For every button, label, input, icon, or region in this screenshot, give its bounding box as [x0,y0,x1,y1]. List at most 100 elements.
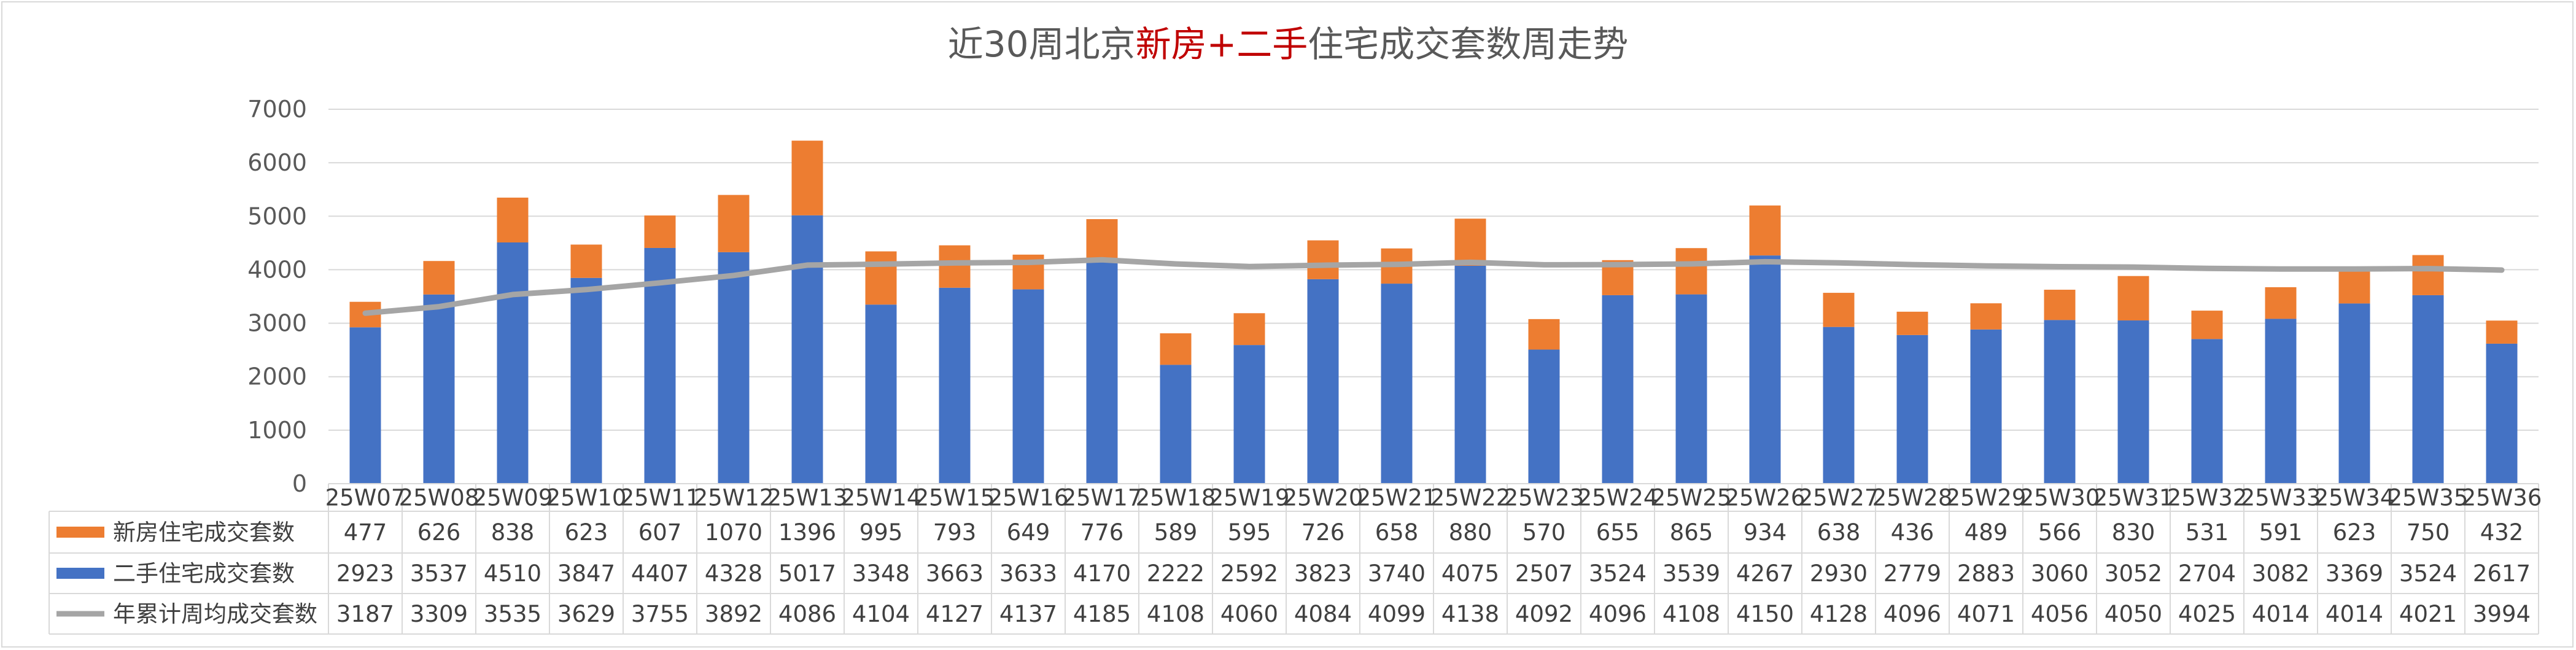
data-cell: 4071 [1957,601,2015,627]
bar-new-house [718,195,750,252]
bar-second-hand [1454,265,1486,484]
bar-second-hand [718,252,750,484]
chart-title: 近30周北京新房+二手住宅成交套数周走势 [948,23,1628,65]
bar-second-hand [2265,319,2297,484]
data-cell: 4185 [1073,601,1131,627]
bar-second-hand [1823,327,1855,484]
data-cell: 4014 [2326,601,2383,627]
data-cell: 3052 [2105,560,2162,587]
bar-new-house [570,244,602,278]
category-label: 25W28 [1872,485,1953,511]
bar-new-house [1528,319,1560,350]
data-cell: 4092 [1515,601,1573,627]
category-label: 25W29 [1946,485,2027,511]
category-label: 25W27 [1799,485,1879,511]
bar-new-house [2044,290,2076,320]
category-label: 25W21 [1357,485,1437,511]
data-cell: 595 [1228,519,1271,546]
data-cell: 3629 [557,601,615,627]
bar-second-hand [497,242,529,484]
data-cell: 623 [2333,519,2376,546]
bar-second-hand [1160,365,1192,484]
data-cell: 4025 [2178,601,2236,627]
category-label: 25W18 [1136,485,1216,511]
data-cell: 750 [2407,519,2450,546]
bar-new-house [2265,287,2297,319]
category-label: 25W26 [1725,485,1806,511]
bar-new-house [1086,219,1118,261]
bar-second-hand [1602,295,1634,484]
title-part-1: 新房+二手 [1136,23,1308,65]
bar-new-house [1749,205,1781,256]
data-cell: 4021 [2399,601,2457,627]
data-cell: 3369 [2326,560,2383,587]
y-tick-label: 2000 [247,363,307,390]
data-cell: 3994 [2473,601,2531,627]
data-cell: 3539 [1662,560,1720,587]
legend-key-second [56,568,104,579]
data-table: 25W0725W0825W0925W1025W1125W1225W1325W14… [48,483,2542,635]
data-cell: 4084 [1294,601,1352,627]
data-cell: 3892 [705,601,762,627]
category-label: 25W07 [325,485,406,511]
category-label: 25W17 [1062,485,1143,511]
category-label: 25W11 [620,485,700,511]
bar-new-house [865,251,897,305]
bar-new-house [1823,293,1855,327]
category-label: 25W16 [988,485,1069,511]
data-cell: 626 [417,519,461,546]
bar-new-house [1233,313,1265,346]
bar-second-hand [1749,255,1781,484]
data-cell: 3348 [852,560,910,587]
category-label: 25W12 [694,485,774,511]
bar-new-house [2486,320,2518,344]
legend-label: 二手住宅成交套数 [113,560,295,587]
data-cell: 995 [859,519,903,546]
data-cell: 3755 [631,601,689,627]
data-cell: 658 [1375,519,1419,546]
bar-new-house [2117,276,2149,321]
bar-second-hand [939,287,971,484]
data-cell: 934 [1744,519,1787,546]
legend-label: 年累计周均成交套数 [113,601,317,627]
bar-new-house [1970,303,2002,330]
bar-second-hand [570,277,602,484]
bar-second-hand [2412,295,2444,484]
data-cell: 4127 [926,601,983,627]
data-cell: 830 [2112,519,2155,546]
data-cell: 489 [1965,519,2008,546]
data-cell: 4096 [1884,601,1941,627]
bar-new-house [644,215,676,248]
category-label: 25W25 [1651,485,1732,511]
bar-second-hand [1012,289,1044,484]
data-cell: 4099 [1368,601,1426,627]
data-cell: 4050 [2105,601,2162,627]
data-cell: 2883 [1957,560,2015,587]
data-cell: 638 [1817,519,1861,546]
data-cell: 4510 [484,560,541,587]
data-cell: 3060 [2031,560,2089,587]
bar-second-hand [2191,339,2223,484]
data-cell: 3535 [484,601,541,627]
data-cell: 726 [1302,519,1345,546]
data-cell: 655 [1596,519,1640,546]
data-cell: 3663 [926,560,983,587]
data-cell: 3309 [410,601,468,627]
data-cell: 1396 [778,519,836,546]
bar-second-hand [2486,343,2518,484]
data-cell: 623 [565,519,608,546]
category-label: 25W34 [2314,485,2395,511]
bar-new-house [497,197,529,242]
data-cell: 607 [638,519,682,546]
data-cell: 4128 [1810,601,1868,627]
bar-new-house [939,245,971,288]
data-cell: 4075 [1441,560,1499,587]
data-cell: 3823 [1294,560,1352,587]
data-cell: 793 [933,519,977,546]
data-cell: 566 [2038,519,2082,546]
y-tick-label: 4000 [247,256,307,283]
data-cell: 2222 [1147,560,1205,587]
y-axis-ticks: 0 1000 2000 3000 4000 5000 6000 7000 [247,96,307,497]
data-cell: 4267 [1736,560,1794,587]
data-cell: 4014 [2252,601,2310,627]
